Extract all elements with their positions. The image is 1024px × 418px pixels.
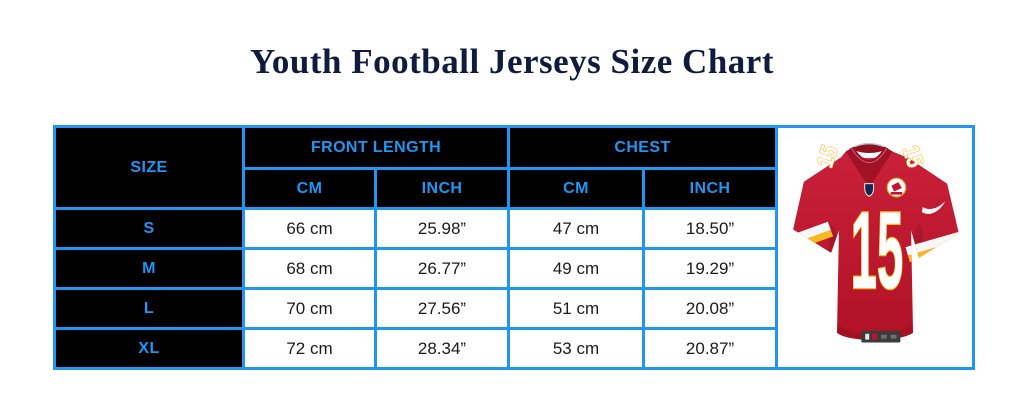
jock-tag: [860, 330, 900, 343]
row-xl-front-cm: 72 cm: [242, 327, 377, 370]
row-s-chest-cm: 47 cm: [507, 207, 645, 250]
row-s-chest-inch: 18.50”: [641, 207, 779, 250]
row-l-chest-inch: 20.08”: [641, 287, 779, 330]
row-l-front-inch: 27.56”: [374, 287, 510, 330]
table-row-l: L 70 cm 27.56” 51 cm 20.08”: [53, 287, 974, 330]
row-s-front-inch: 25.98”: [374, 207, 510, 250]
row-xl-chest-inch: 20.87”: [641, 327, 779, 370]
collar-back-trim: [853, 142, 884, 147]
header-chest: CHEST: [506, 125, 779, 170]
row-s-front-cm: 66 cm: [242, 207, 377, 250]
page-title: Youth Football Jerseys Size Chart: [250, 42, 774, 81]
jersey-photo: 15 15 15: [775, 125, 976, 370]
collar-seam: [850, 147, 887, 163]
jersey-number: 15: [850, 189, 903, 311]
jersey-image: 15 15 15: [792, 141, 959, 343]
row-m-front-inch: 26.77”: [374, 247, 510, 290]
size-chart-table: SIZE FRONT LENGTH CHEST: [53, 125, 976, 370]
row-m-chest-inch: 19.29”: [641, 247, 779, 290]
table-row-s: S 66 cm 25.98” 47 cm 18.50”: [53, 207, 974, 250]
row-l-front-cm: 70 cm: [242, 287, 377, 330]
header-size: SIZE: [53, 125, 245, 210]
team-patch-icon: [886, 177, 906, 197]
header-chest-cm: CM: [507, 167, 645, 210]
nike-swoosh-icon: [921, 200, 945, 214]
row-xl-size: XL: [53, 327, 245, 370]
header-chest-inch: INCH: [641, 167, 779, 210]
row-m-front-cm: 68 cm: [242, 247, 377, 290]
header-front-cm: CM: [242, 167, 377, 210]
table-row-xl: XL 72 cm 28.34” 53 cm 20.87”: [53, 327, 974, 370]
collar-v-band: [845, 146, 893, 186]
row-s-size: S: [53, 207, 245, 250]
row-xl-chest-cm: 53 cm: [507, 327, 645, 370]
header-front-inch: INCH: [374, 167, 510, 210]
collar-back: [849, 143, 889, 153]
row-xl-front-inch: 28.34”: [374, 327, 510, 370]
row-m-size: M: [53, 247, 245, 290]
row-m-chest-cm: 49 cm: [507, 247, 645, 290]
nfl-shield-icon: [863, 182, 874, 197]
table-row-m: M 68 cm 26.77” 49 cm 19.29”: [53, 247, 974, 290]
row-l-chest-cm: 51 cm: [507, 287, 645, 330]
header-front-length: FRONT LENGTH: [242, 125, 510, 170]
row-l-size: L: [53, 287, 245, 330]
jersey-body: [792, 150, 959, 340]
